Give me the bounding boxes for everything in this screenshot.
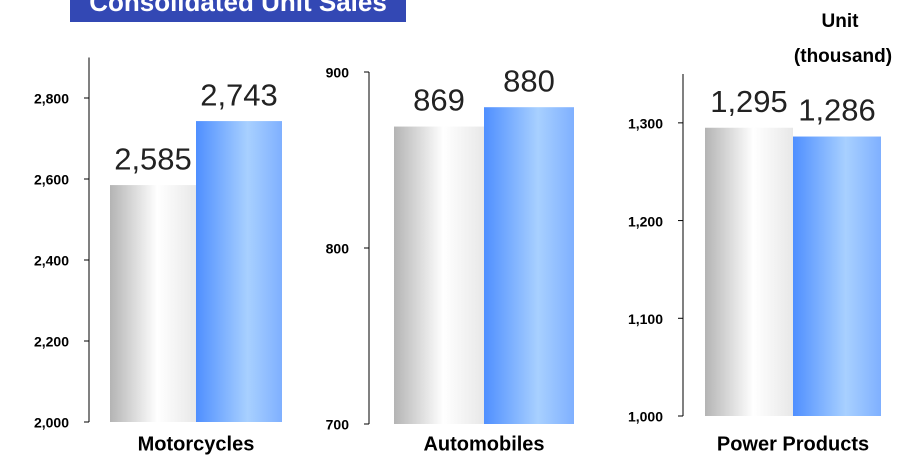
bar: [196, 121, 282, 423]
y-tick-label: 1,300: [628, 116, 663, 132]
x-axis-label: Motorcycles: [138, 433, 255, 455]
title-box: [70, 0, 406, 22]
data-label: 1,295: [710, 84, 788, 119]
x-axis-label: Automobiles: [423, 433, 544, 455]
data-label: 1,286: [798, 93, 876, 128]
unit-label: (thousand): [794, 46, 892, 67]
unit-label: Unit: [822, 11, 860, 32]
y-tick-label: 2,000: [34, 415, 69, 431]
y-tick-label: 900: [326, 65, 350, 81]
x-axis-label: Power Products: [717, 433, 869, 455]
bar: [705, 127, 793, 416]
y-tick-label: 700: [326, 417, 350, 433]
data-label: 2,585: [114, 141, 192, 176]
y-tick-label: 2,200: [34, 334, 69, 350]
y-tick-label: 1,000: [628, 409, 663, 425]
data-label: 2,743: [200, 77, 278, 112]
bar: [110, 185, 196, 422]
y-tick-label: 2,400: [34, 253, 69, 269]
bar: [394, 126, 484, 424]
y-tick-label: 2,800: [34, 91, 69, 107]
y-tick-label: 1,200: [628, 213, 663, 229]
y-tick-label: 2,600: [34, 172, 69, 188]
data-label: 880: [503, 63, 555, 98]
bar: [484, 107, 574, 424]
data-label: 869: [413, 83, 465, 118]
title: Consolidated Unit Sales: [89, 0, 387, 17]
y-tick-label: 800: [326, 241, 350, 257]
bar: [793, 136, 881, 416]
y-tick-label: 1,100: [628, 311, 663, 327]
